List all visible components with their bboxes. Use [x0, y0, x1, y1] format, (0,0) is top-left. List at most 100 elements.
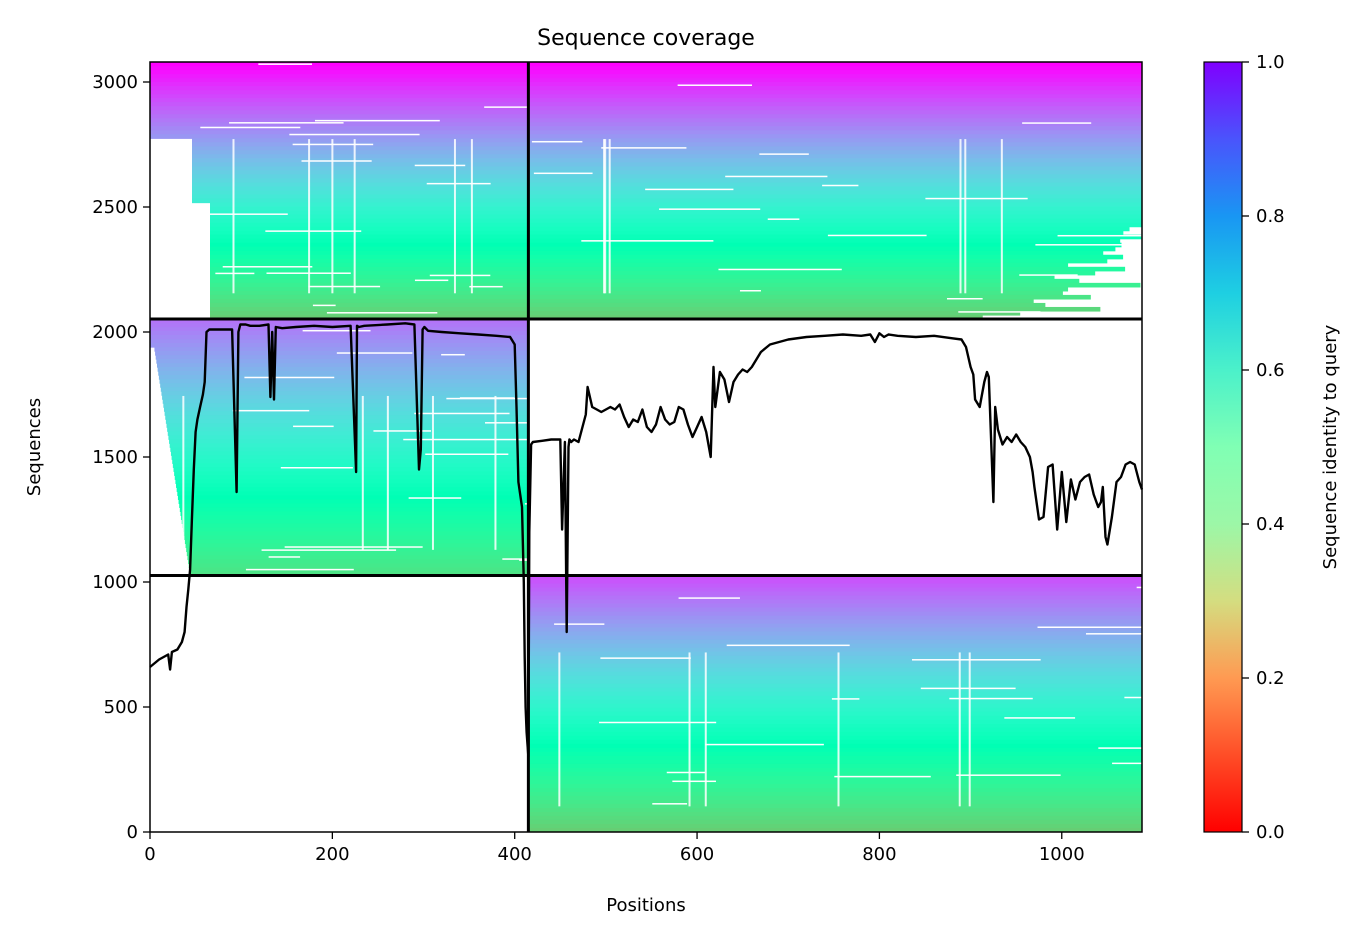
- msa-band: [150, 331, 529, 336]
- msa-band: [528, 162, 1142, 168]
- msa-gap: [425, 453, 509, 456]
- msa-band: [192, 138, 529, 143]
- msa-band: [528, 66, 1142, 71]
- msa-band: [150, 82, 529, 87]
- msa-band: [528, 815, 1142, 821]
- msa-band: [528, 715, 1142, 721]
- msa-gap: [414, 412, 510, 415]
- msa-gap: [184, 213, 288, 215]
- msa-band: [179, 507, 529, 512]
- msa-gap: [258, 63, 312, 65]
- msa-band: [528, 102, 1142, 107]
- msa-band: [150, 339, 529, 344]
- msa-band: [528, 595, 1142, 601]
- msa-band: [150, 130, 529, 135]
- msa-band: [162, 399, 529, 404]
- msa-band: [181, 515, 529, 520]
- msa-gap: [494, 395, 497, 550]
- msa-band: [210, 278, 529, 284]
- msa-band: [210, 210, 529, 216]
- msa-band: [150, 78, 529, 83]
- msa-band: [160, 387, 529, 392]
- msa-gap: [603, 139, 606, 294]
- msa-band: [173, 467, 529, 472]
- msa-band: [528, 290, 1063, 296]
- msa-band: [528, 583, 1142, 589]
- msa-band: [169, 439, 529, 444]
- msa-band: [528, 707, 1142, 713]
- msa-gap: [308, 285, 381, 288]
- msa-band: [528, 671, 1142, 677]
- msa-band: [528, 719, 1142, 725]
- msa-band: [528, 154, 1142, 159]
- y-tick-label: 3000: [92, 72, 138, 93]
- msa-band: [174, 471, 529, 476]
- msa-gap: [822, 184, 859, 187]
- msa-gap: [414, 279, 449, 282]
- msa-band: [167, 427, 529, 432]
- msa-band: [528, 735, 1142, 741]
- msa-band: [528, 779, 1142, 785]
- msa-gap: [1022, 122, 1092, 124]
- msa-band: [210, 214, 529, 220]
- chart-title: Sequence coverage: [537, 26, 755, 51]
- msa-gap: [827, 234, 927, 237]
- x-tick-label: 600: [680, 844, 714, 865]
- msa-band: [210, 314, 529, 320]
- msa-band: [528, 747, 1142, 753]
- colorbar-label: Sequence identity to query: [1320, 324, 1341, 569]
- msa-band: [528, 186, 1142, 192]
- msa-band: [528, 695, 1142, 701]
- msa-band: [528, 691, 1142, 697]
- msa-band: [192, 174, 529, 180]
- msa-band: [162, 395, 529, 400]
- msa-band: [186, 551, 529, 557]
- msa-gap: [182, 395, 185, 550]
- msa-band: [528, 623, 1142, 629]
- msa-band: [167, 431, 529, 436]
- msa-band: [528, 679, 1142, 685]
- msa-gap: [1037, 626, 1142, 629]
- msa-gap: [718, 268, 842, 271]
- msa-gap: [361, 395, 364, 550]
- msa-band: [210, 258, 529, 264]
- msa-band: [168, 435, 529, 440]
- msa-gap: [725, 175, 828, 178]
- msa-gap: [326, 312, 438, 314]
- msa-band: [170, 447, 529, 452]
- msa-band: [528, 202, 1142, 208]
- msa-band: [210, 238, 529, 244]
- msa-band: [150, 94, 529, 99]
- msa-band: [210, 206, 529, 212]
- colorbar-tick-label: 0.2: [1256, 668, 1285, 689]
- msa-gap: [414, 164, 466, 167]
- msa-gap: [403, 438, 531, 441]
- msa-gap: [232, 409, 310, 412]
- msa-band: [528, 74, 1142, 79]
- msa-gap: [581, 240, 714, 242]
- msa-gap: [601, 147, 687, 149]
- msa-band: [189, 567, 529, 573]
- msa-band: [192, 194, 529, 200]
- y-tick-label: 2500: [92, 197, 138, 218]
- msa-band: [182, 523, 529, 529]
- msa-band: [210, 262, 529, 268]
- msa-band: [169, 443, 529, 448]
- msa-band: [150, 110, 529, 115]
- y-axis-label: Sequences: [24, 398, 45, 496]
- msa-gap: [726, 644, 850, 647]
- msa-band: [171, 455, 529, 460]
- msa-band: [210, 226, 529, 232]
- msa-band: [210, 218, 529, 224]
- msa-band: [210, 282, 529, 288]
- msa-band: [528, 70, 1142, 75]
- msa-band: [192, 170, 529, 176]
- msa-band: [528, 82, 1142, 87]
- msa-band: [150, 98, 529, 103]
- msa-gap: [485, 422, 538, 424]
- msa-band: [528, 739, 1142, 745]
- msa-gap: [968, 652, 971, 807]
- msa-band: [150, 90, 529, 95]
- msa-band: [528, 178, 1142, 184]
